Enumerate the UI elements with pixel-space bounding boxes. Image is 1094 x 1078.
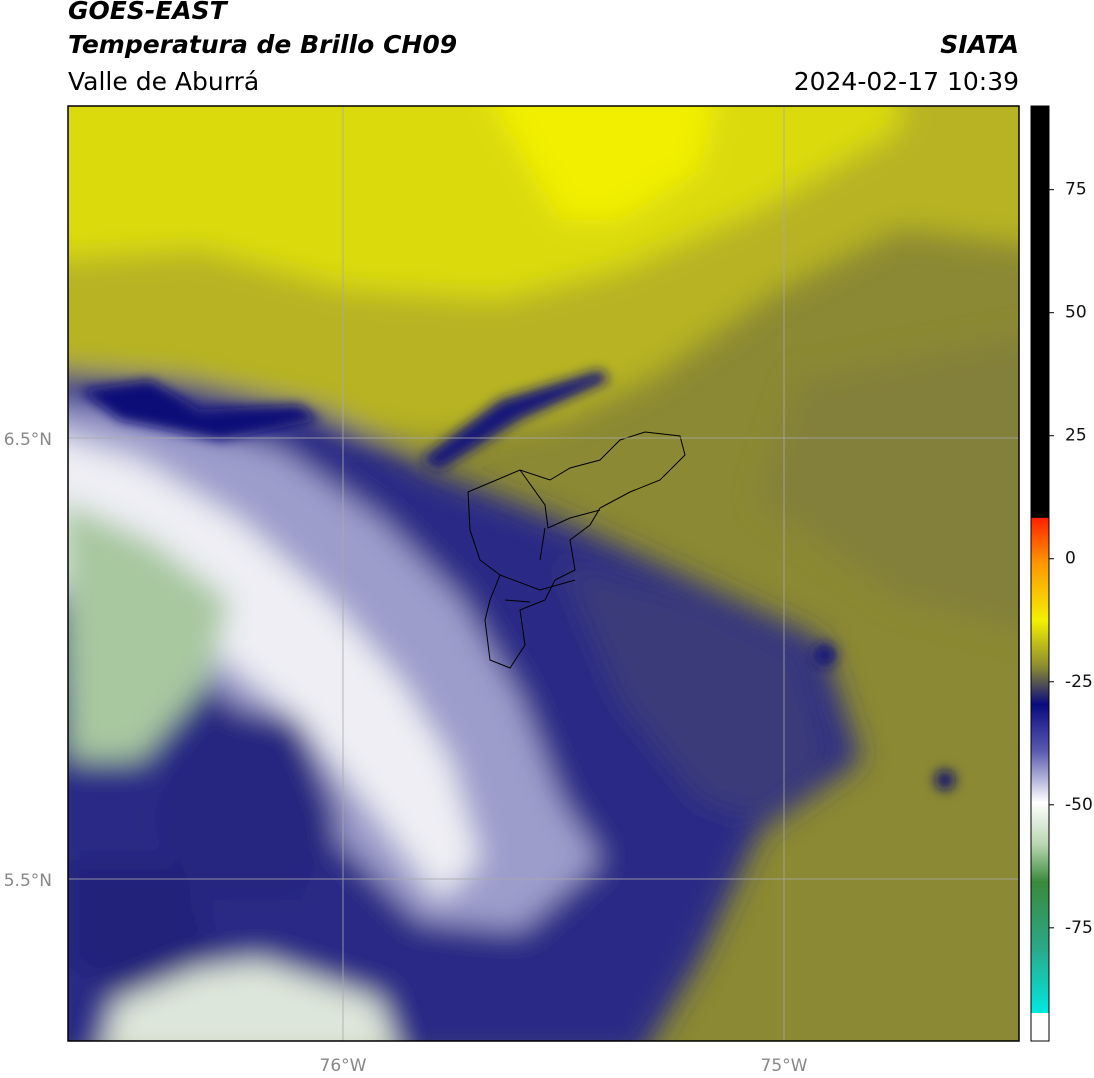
map-frame: [67, 105, 1020, 1042]
colorbar-ticks: 75 50 25 0 -25 -50 -75: [1049, 180, 1093, 938]
colorbar-tick-label: -50: [1065, 795, 1093, 815]
lon-label: 75°W: [761, 1056, 808, 1076]
colorbar-tick-label: 50: [1065, 303, 1087, 323]
title: GOES-EAST: [68, 0, 229, 25]
colorbar-tick-label: 0: [1065, 549, 1076, 569]
lat-label: 5.5°N: [4, 871, 52, 891]
colorbar-tick-label: -25: [1065, 672, 1093, 692]
subtitle: Temperatura de Brillo CH09: [68, 30, 457, 59]
lat-label: 6.5°N: [4, 430, 52, 450]
colorbar-tick-label: 25: [1065, 426, 1087, 446]
satellite-image: [68, 106, 1019, 1041]
colorbar: [1030, 105, 1050, 1042]
datetime: 2024-02-17 10:39: [794, 67, 1019, 96]
source: SIATA: [940, 30, 1019, 59]
colorbar-tick-label: 75: [1065, 180, 1087, 200]
colorbar-tick-label: -75: [1065, 918, 1093, 938]
lon-label: 76°W: [320, 1056, 367, 1076]
region: Valle de Aburrá: [68, 67, 259, 96]
